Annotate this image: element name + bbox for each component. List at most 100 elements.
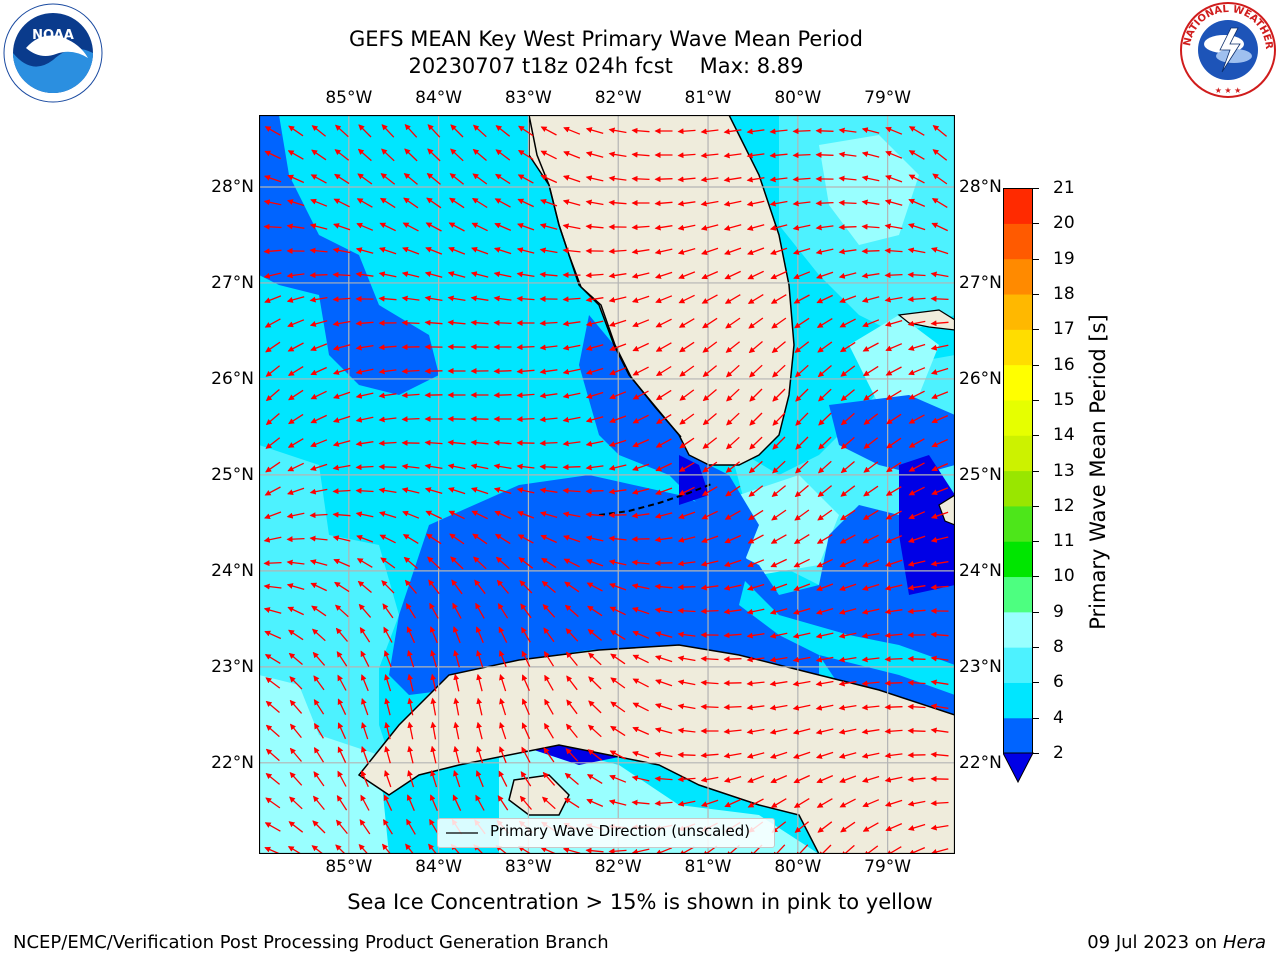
wave-arrow-127 bbox=[425, 222, 442, 232]
wave-arrow-382 bbox=[772, 412, 786, 426]
wave-arrow-851 bbox=[519, 795, 532, 810]
wave-arrow-721 bbox=[289, 699, 303, 714]
wave-arrow-586 bbox=[631, 583, 650, 590]
wave-arrow-444 bbox=[817, 460, 832, 474]
wave-arrow-506 bbox=[862, 510, 879, 520]
wave-arrow-294 bbox=[817, 341, 833, 353]
wave-arrow-844 bbox=[360, 794, 370, 811]
wave-arrow-663 bbox=[336, 651, 348, 667]
wave-arrow-360 bbox=[265, 413, 280, 426]
wave-arrow-830 bbox=[723, 775, 742, 783]
wave-arrow-13 bbox=[563, 126, 581, 135]
wave-arrow-162 bbox=[539, 247, 558, 254]
wave-arrow-176 bbox=[861, 248, 880, 255]
colorbar-tick-11: 16 bbox=[1053, 354, 1075, 375]
wave-arrow-723 bbox=[337, 698, 347, 715]
wave-arrow-114 bbox=[815, 200, 834, 207]
wave-arrow-656 bbox=[861, 632, 880, 639]
wave-arrow-128 bbox=[448, 222, 465, 232]
colorbar-segment-6 bbox=[1003, 505, 1033, 542]
colorbar-tick-9: 14 bbox=[1053, 425, 1075, 446]
wave-arrow-482 bbox=[309, 512, 328, 519]
wave-arrow-297 bbox=[885, 343, 903, 352]
wave-arrow-827 bbox=[654, 775, 673, 782]
wave-arrow-341 bbox=[516, 392, 535, 399]
wave-arrow-275 bbox=[378, 344, 397, 351]
wave-arrow-133 bbox=[562, 223, 581, 230]
wave-arrow-285 bbox=[609, 343, 627, 352]
colorbar-tick-15: 20 bbox=[1053, 213, 1075, 234]
wave-arrow-590 bbox=[723, 584, 742, 591]
wave-arrow-659 bbox=[930, 631, 949, 638]
wave-arrow-741 bbox=[746, 704, 765, 711]
wave-arrow-202 bbox=[770, 270, 787, 280]
wave-arrow-232 bbox=[770, 294, 787, 304]
wave-arrow-220 bbox=[493, 295, 512, 302]
wave-arrow-615 bbox=[609, 606, 626, 616]
wave-arrow-486 bbox=[402, 510, 420, 519]
wave-arrow-358 bbox=[908, 390, 925, 400]
wave-arrow-393 bbox=[332, 440, 351, 447]
wave-arrow-289 bbox=[702, 341, 718, 353]
wave-arrow-65 bbox=[380, 173, 396, 185]
wave-arrow-547 bbox=[427, 556, 441, 570]
wave-arrow-4 bbox=[358, 124, 372, 138]
wave-arrow-720 bbox=[265, 700, 280, 713]
wave-arrow-301 bbox=[287, 366, 304, 376]
wave-arrow-235 bbox=[839, 295, 857, 304]
wave-arrow-442 bbox=[772, 460, 786, 474]
colorbar-tick-1: 4 bbox=[1053, 707, 1064, 728]
wave-arrow-295 bbox=[839, 341, 856, 353]
wave-arrow-250 bbox=[493, 319, 512, 326]
wave-arrow-648 bbox=[677, 631, 696, 638]
wave-arrow-465 bbox=[608, 488, 627, 495]
wave-arrow-595 bbox=[839, 583, 857, 591]
wave-arrow-546 bbox=[403, 556, 418, 569]
wave-arrow-439 bbox=[702, 461, 718, 473]
wave-arrow-861 bbox=[747, 798, 764, 808]
wave-arrow-601 bbox=[287, 606, 304, 616]
wave-arrow-57 bbox=[885, 150, 903, 159]
wave-arrow-306 bbox=[401, 368, 420, 375]
wave-arrow-567 bbox=[884, 559, 903, 567]
wave-arrow-236 bbox=[861, 296, 880, 303]
wave-arrow-0 bbox=[264, 126, 281, 136]
wave-arrow-600 bbox=[263, 607, 282, 614]
wave-arrow-489 bbox=[471, 510, 488, 520]
wave-arrow-419 bbox=[931, 438, 948, 448]
wave-arrow-719 bbox=[930, 679, 949, 686]
wave-arrow-905 bbox=[381, 843, 392, 854]
wave-arrow-786 bbox=[407, 745, 414, 764]
legend-label: Primary Wave Direction (unscaled) bbox=[490, 822, 751, 840]
wave-arrow-83 bbox=[792, 176, 811, 183]
wave-arrow-226 bbox=[631, 295, 650, 303]
noaa-logo-text: NOAA bbox=[32, 28, 74, 43]
wave-arrow-602 bbox=[311, 605, 327, 617]
wave-arrow-800 bbox=[723, 752, 742, 759]
lon-label-top-6: 79°W bbox=[864, 88, 912, 108]
wave-arrow-462 bbox=[539, 487, 558, 494]
wave-arrow-714 bbox=[815, 680, 834, 687]
wave-arrow-399 bbox=[470, 439, 489, 446]
wave-arrow-107 bbox=[654, 200, 673, 207]
wave-arrow-893 bbox=[794, 821, 810, 833]
wave-arrow-90 bbox=[263, 199, 282, 206]
wave-arrow-347 bbox=[655, 389, 672, 401]
wave-arrow-576 bbox=[404, 579, 417, 594]
wave-arrow-519 bbox=[472, 533, 488, 545]
wave-arrow-422 bbox=[309, 463, 328, 471]
wave-arrow-421 bbox=[287, 462, 304, 472]
wave-arrow-70 bbox=[495, 173, 511, 185]
wave-arrow-271 bbox=[287, 342, 304, 352]
wave-arrow-452 bbox=[309, 488, 328, 495]
wave-arrow-500 bbox=[724, 510, 741, 520]
wave-arrow-540 bbox=[263, 560, 282, 567]
wave-arrow-363 bbox=[332, 415, 351, 423]
wave-arrow-356 bbox=[863, 389, 879, 401]
wave-arrow-742 bbox=[769, 704, 788, 711]
wave-arrow-697 bbox=[430, 673, 437, 692]
colorbar-frame bbox=[1003, 188, 1033, 754]
wave-arrow-451 bbox=[287, 487, 305, 495]
colorbar-tickmark-2 bbox=[1033, 682, 1039, 684]
wave-arrow-560 bbox=[723, 559, 742, 567]
